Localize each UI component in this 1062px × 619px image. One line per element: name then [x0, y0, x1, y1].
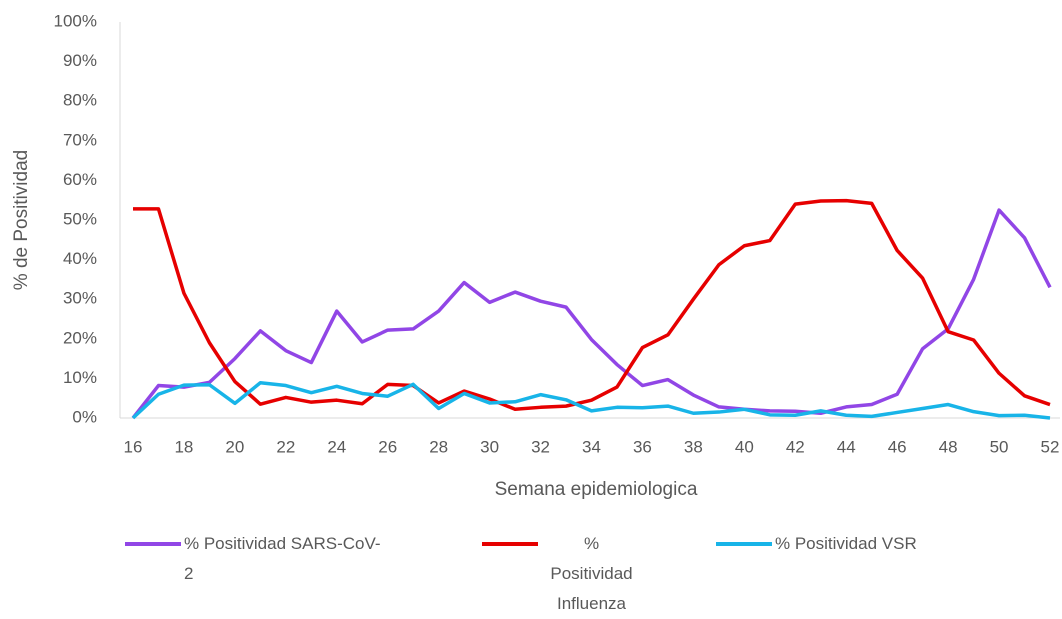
y-tick-label: 80% [63, 91, 97, 110]
legend-label: % Positividad Influenza [550, 534, 633, 613]
x-axis-title: Semana epidemiologica [495, 479, 698, 500]
x-tick-label: 50 [990, 437, 1009, 456]
x-tick-label: 32 [531, 437, 550, 456]
legend-item: % Positividad Influenza [482, 529, 642, 619]
x-tick-label: 18 [174, 437, 193, 456]
x-tick-label: 22 [276, 437, 295, 456]
y-tick-label: 0% [72, 407, 97, 426]
x-tick-label: 26 [378, 437, 397, 456]
series-line [133, 198, 1051, 412]
series-line [131, 381, 1051, 420]
y-tick-label: 20% [63, 328, 97, 347]
legend-swatch [482, 542, 538, 546]
y-tick-label: 40% [63, 249, 97, 268]
x-tick-label: 36 [633, 437, 652, 456]
y-tick-label: 100% [54, 11, 97, 30]
x-tick-label: 28 [429, 437, 448, 456]
x-tick-label: 48 [939, 437, 958, 456]
y-tick-label: 90% [63, 51, 97, 70]
x-tick-label: 38 [684, 437, 703, 456]
y-tick-label: 30% [63, 289, 97, 308]
y-tick-label: 50% [63, 209, 97, 228]
legend-label: % Positividad SARS-CoV-2 [184, 534, 381, 583]
legend-swatch [125, 542, 181, 546]
legend-item: % Positividad SARS-CoV-2 [125, 529, 385, 589]
y-tick-label: 70% [63, 130, 97, 149]
y-axis-title: % de Positividad [11, 150, 32, 290]
legend-item: % Positividad VSR [716, 529, 956, 559]
y-tick-label: 10% [63, 368, 97, 387]
y-tick-label: 60% [63, 170, 97, 189]
chart: Semana epidemiologica % de Positividad 0… [11, 11, 1060, 500]
x-tick-label: 40 [735, 437, 754, 456]
chart-container: Semana epidemiologica % de Positividad 0… [11, 11, 1060, 613]
legend-swatch [716, 542, 772, 546]
x-tick-label: 34 [582, 437, 601, 456]
x-tick-label: 20 [225, 437, 244, 456]
x-tick-label: 44 [837, 437, 856, 456]
x-tick-label: 42 [786, 437, 805, 456]
x-tick-label: 52 [1041, 437, 1060, 456]
x-tick-label: 24 [327, 437, 346, 456]
series-line [131, 208, 1052, 420]
legend-label: % Positividad VSR [775, 534, 917, 553]
x-tick-label: 46 [888, 437, 907, 456]
x-tick-label: 30 [480, 437, 499, 456]
x-tick-label: 16 [124, 437, 143, 456]
